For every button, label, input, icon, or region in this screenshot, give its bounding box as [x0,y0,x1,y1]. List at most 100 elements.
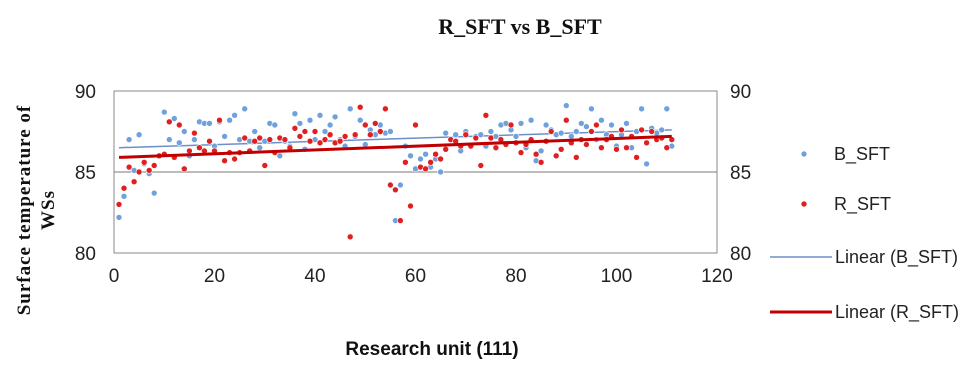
y-axis-label-line1: Surface temperature of [14,105,35,316]
data-point-r-sft [341,133,349,140]
data-point-b-sft [331,113,339,121]
data-point-b-sft [226,116,233,124]
data-point-r-sft [115,201,123,208]
data-point-r-sft [583,141,590,148]
data-point-r-sft [507,121,515,129]
x-tick-label: 120 [701,266,733,287]
data-point-r-sft [306,137,314,145]
data-point-r-sft [176,121,183,129]
data-point-r-sft [422,165,429,173]
data-point-r-sft [120,184,128,192]
legend-marker-r-sft [800,200,808,208]
data-point-r-sft [633,154,640,161]
y-tick-label-left: 80 [75,244,96,265]
trendline-line-b-sft [119,129,672,149]
data-point-r-sft [537,159,545,166]
data-point-r-sft [296,133,304,140]
data-point-b-sft [542,121,550,129]
data-point-r-sft [186,147,193,155]
trendline-b-sft [119,129,672,149]
y-tick-label-right: 85 [730,163,751,184]
data-point-r-sft [140,159,148,166]
data-point-r-sft [241,134,248,142]
data-point-r-sft [321,136,329,143]
data-point-b-sft [537,147,545,155]
data-point-r-sft [412,121,419,129]
data-point-b-sft [256,144,264,151]
data-point-b-sft [598,116,605,124]
data-point-b-sft [206,120,213,127]
data-point-r-sft [361,121,369,129]
data-point-r-sft [145,167,153,174]
data-point-r-sft [492,144,500,151]
trendline-line-r-sft [118,134,672,159]
data-point-b-sft [181,128,188,135]
data-point-b-sft [562,102,570,109]
data-point-r-sft [181,165,188,173]
data-point-r-sft [206,137,213,145]
data-point-b-sft [623,120,630,127]
y-tick-label-left: 85 [75,163,96,184]
data-point-r-sft [643,139,650,147]
trendline-r-sft [118,134,672,159]
data-point-r-sft [407,202,414,210]
y-tick-label-right: 80 [730,244,751,265]
data-point-b-sft [171,115,178,122]
data-point-b-sft [527,116,535,124]
data-point-b-sft [417,155,424,163]
data-point-r-sft [462,131,470,138]
data-point-b-sft [150,189,158,197]
data-point-r-sft [648,128,656,135]
data-point-b-sft [115,214,123,221]
data-point-b-sft [487,128,495,135]
data-point-r-sft [196,144,203,151]
data-point-r-sft [588,128,595,135]
data-point-b-sft [577,120,585,127]
data-point-r-sft [351,131,359,138]
data-point-r-sft [376,128,384,135]
data-point-r-sft [472,134,480,142]
y-axis-label: Surface temperature of WSs [14,105,59,316]
data-point-b-sft [588,105,595,113]
data-point-b-sft [291,110,299,117]
data-point-b-sft [306,116,314,124]
data-point-b-sft [166,136,173,143]
y-tick-label-right: 90 [730,82,751,103]
data-point-r-sft [311,128,319,135]
data-point-b-sft [231,112,238,119]
data-point-r-sft [482,112,490,119]
data-point-b-sft [452,131,460,138]
data-point-b-sft [387,128,394,135]
y-axis-label-line2: WSs [38,190,59,230]
data-point-b-sft [321,128,329,135]
data-point-r-sft [356,103,364,111]
data-point-r-sft [346,233,354,241]
x-tick-label: 60 [405,266,426,287]
data-point-r-sft [125,163,133,171]
data-point-b-sft [221,133,228,140]
data-point-r-sft [557,146,565,153]
data-point-b-sft [316,112,324,119]
data-point-r-sft [638,126,645,134]
data-point-b-sft [397,181,404,189]
data-point-r-sft [517,149,525,156]
data-point-b-sft [572,128,580,135]
data-point-r-sft [251,137,258,145]
x-tick-label: 20 [204,266,225,287]
data-point-r-sft [291,125,299,132]
data-point-b-sft [437,168,444,176]
data-point-r-sft [150,162,158,169]
data-point-r-sft [336,137,344,145]
legend-marker-b-sft [800,150,808,158]
data-point-b-sft [407,152,414,160]
data-point-b-sft [326,121,334,129]
data-point-r-sft [437,155,444,163]
data-point-r-sft [477,162,485,169]
data-point-r-sft [663,144,671,151]
data-point-r-sft [316,139,324,147]
x-tick-label: 40 [304,266,325,287]
data-point-b-sft [422,150,429,158]
data-point-b-sft [276,152,284,160]
data-point-b-sft [557,129,565,137]
